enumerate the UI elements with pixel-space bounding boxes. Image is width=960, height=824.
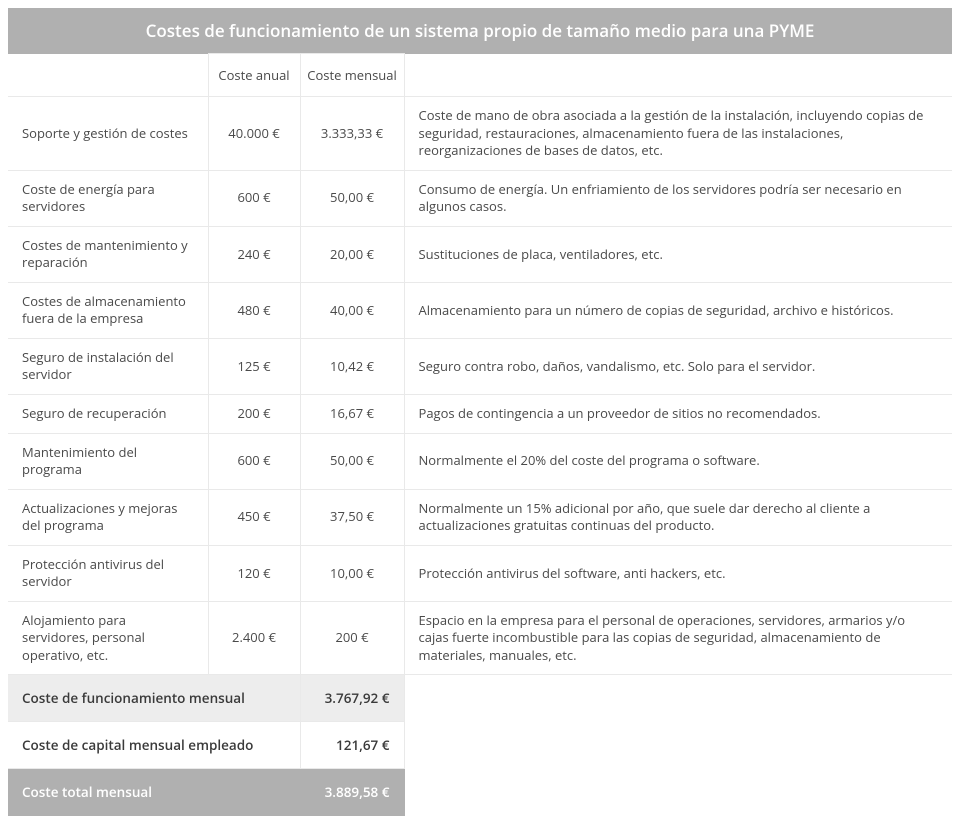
row-desc: Consumo de energía. Un enfriamiento de l… <box>404 170 952 226</box>
cost-table: Costes de funcionamiento de un sistema p… <box>8 8 952 816</box>
table-row: Costes de mantenimiento y reparación240 … <box>8 226 952 282</box>
row-monthly: 37,50 € <box>300 489 404 545</box>
summary-row: Coste de capital mensual empleado121,67 … <box>8 722 952 769</box>
summary-value: 3.767,92 € <box>300 675 404 722</box>
row-desc: Protección antivirus del software, anti … <box>404 545 952 601</box>
row-annual: 240 € <box>208 226 300 282</box>
table-row: Costes de almacenamiento fuera de la emp… <box>8 282 952 338</box>
row-monthly: 10,00 € <box>300 545 404 601</box>
header-blank-right <box>404 54 952 97</box>
summary-empty <box>404 769 952 816</box>
row-name: Actualizaciones y mejoras del programa <box>8 489 208 545</box>
row-annual: 200 € <box>208 395 300 434</box>
header-annual: Coste anual <box>208 54 300 97</box>
row-annual: 40.000 € <box>208 97 300 171</box>
table-header-row: Coste anual Coste mensual <box>8 54 952 97</box>
row-name: Costes de mantenimiento y reparación <box>8 226 208 282</box>
table-row: Alojamiento para servidores, personal op… <box>8 601 952 675</box>
table-row: Soporte y gestión de costes40.000 €3.333… <box>8 97 952 171</box>
row-monthly: 20,00 € <box>300 226 404 282</box>
summary-value: 121,67 € <box>300 722 404 769</box>
row-desc: Espacio en la empresa para el personal d… <box>404 601 952 675</box>
summary-value: 3.889,58 € <box>300 769 404 816</box>
row-annual: 120 € <box>208 545 300 601</box>
table-row: Protección antivirus del servidor120 €10… <box>8 545 952 601</box>
summary-empty <box>404 722 952 769</box>
row-name: Coste de energía para servidores <box>8 170 208 226</box>
row-name: Seguro de recuperación <box>8 395 208 434</box>
row-desc: Pagos de contingencia a un proveedor de … <box>404 395 952 434</box>
row-desc: Seguro contra robo, daños, vandalismo, e… <box>404 338 952 394</box>
table-title: Costes de funcionamiento de un sistema p… <box>8 8 952 54</box>
row-desc: Coste de mano de obra asociada a la gest… <box>404 97 952 171</box>
row-annual: 480 € <box>208 282 300 338</box>
row-monthly: 200 € <box>300 601 404 675</box>
row-annual: 2.400 € <box>208 601 300 675</box>
row-monthly: 50,00 € <box>300 170 404 226</box>
header-blank-left <box>8 54 208 97</box>
summary-row: Coste total mensual3.889,58 € <box>8 769 952 816</box>
table-row: Actualizaciones y mejoras del programa45… <box>8 489 952 545</box>
row-monthly: 40,00 € <box>300 282 404 338</box>
table-row: Mantenimiento del programa600 €50,00 €No… <box>8 433 952 489</box>
row-monthly: 16,67 € <box>300 395 404 434</box>
row-annual: 450 € <box>208 489 300 545</box>
row-desc: Normalmente un 15% adicional por año, qu… <box>404 489 952 545</box>
row-name: Seguro de instalación del servidor <box>8 338 208 394</box>
row-monthly: 3.333,33 € <box>300 97 404 171</box>
row-monthly: 10,42 € <box>300 338 404 394</box>
row-desc: Normalmente el 20% del coste del program… <box>404 433 952 489</box>
row-annual: 600 € <box>208 433 300 489</box>
row-name: Costes de almacenamiento fuera de la emp… <box>8 282 208 338</box>
summary-empty <box>404 675 952 722</box>
header-monthly: Coste mensual <box>300 54 404 97</box>
table-row: Seguro de recuperación200 €16,67 €Pagos … <box>8 395 952 434</box>
table-title-row: Costes de funcionamiento de un sistema p… <box>8 8 952 54</box>
table-row: Seguro de instalación del servidor125 €1… <box>8 338 952 394</box>
row-annual: 600 € <box>208 170 300 226</box>
row-name: Alojamiento para servidores, personal op… <box>8 601 208 675</box>
row-name: Soporte y gestión de costes <box>8 97 208 171</box>
row-name: Protección antivirus del servidor <box>8 545 208 601</box>
row-monthly: 50,00 € <box>300 433 404 489</box>
row-desc: Sustituciones de placa, ventiladores, et… <box>404 226 952 282</box>
row-desc: Almacenamiento para un número de copias … <box>404 282 952 338</box>
row-annual: 125 € <box>208 338 300 394</box>
row-name: Mantenimiento del programa <box>8 433 208 489</box>
summary-label: Coste de capital mensual empleado <box>8 722 300 769</box>
summary-row: Coste de funcionamiento mensual3.767,92 … <box>8 675 952 722</box>
summary-label: Coste total mensual <box>8 769 300 816</box>
table-row: Coste de energía para servidores600 €50,… <box>8 170 952 226</box>
summary-label: Coste de funcionamiento mensual <box>8 675 300 722</box>
